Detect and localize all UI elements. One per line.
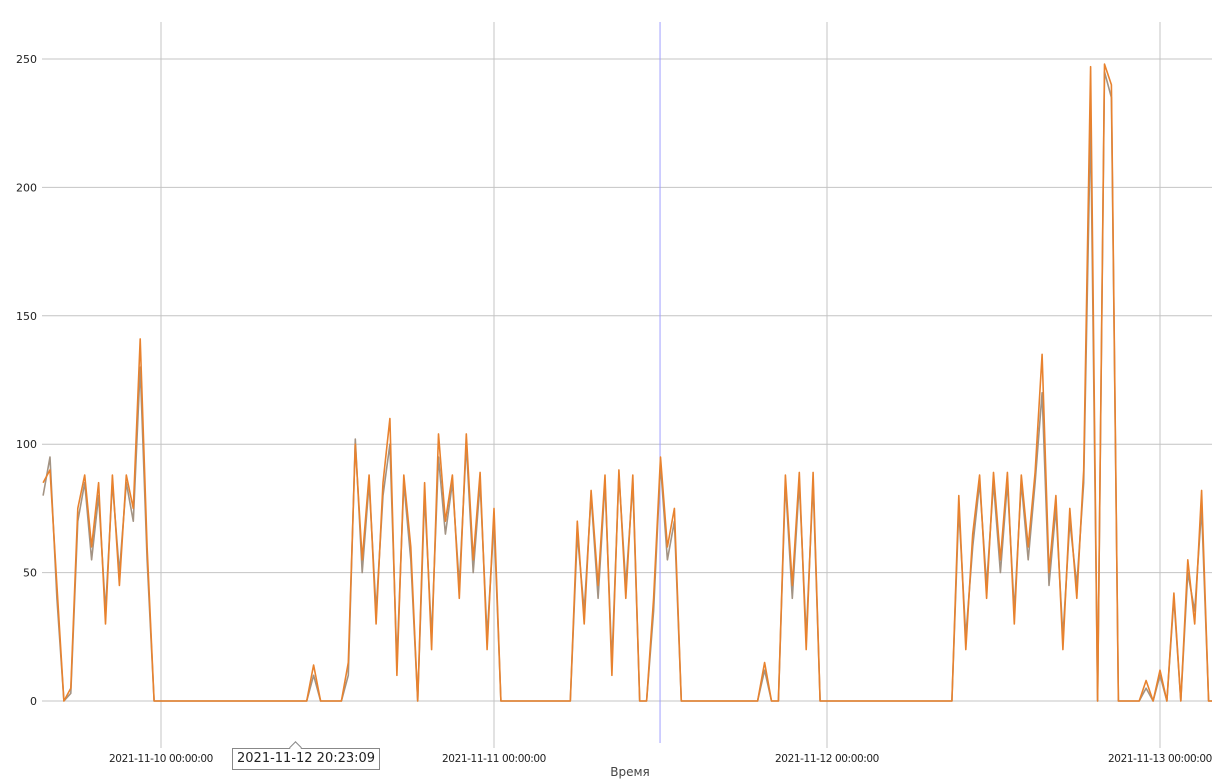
y-axis: 0 50 100 150 200 250 — [16, 53, 37, 708]
grid — [42, 22, 1212, 748]
x-tick-label: 2021-11-13 00:00:00 — [1108, 753, 1212, 765]
series-line-1 — [42, 63, 1212, 702]
time-tooltip: 2021-11-12 20:23:09 — [232, 748, 381, 770]
y-tick-label: 200 — [16, 181, 37, 194]
y-tick-label: 250 — [16, 53, 37, 66]
x-axis: 2021-11-10 00:00:00 2021-11-11 00:00:00 20… — [109, 753, 1212, 765]
x-tick-label: 2021-11-11 00:00:00 — [442, 753, 546, 765]
y-tick-label: 150 — [16, 310, 37, 323]
series-line-0 — [42, 71, 1212, 702]
x-axis-title: Время — [610, 765, 650, 779]
y-tick-label: 100 — [16, 438, 37, 451]
y-tick-label: 50 — [23, 567, 37, 580]
y-tick-label: 0 — [30, 695, 37, 708]
x-tick-label: 2021-11-12 00:00:00 — [775, 753, 879, 765]
series-lines — [42, 63, 1212, 702]
x-tick-label: 2021-11-10 00:00:00 — [109, 753, 213, 765]
